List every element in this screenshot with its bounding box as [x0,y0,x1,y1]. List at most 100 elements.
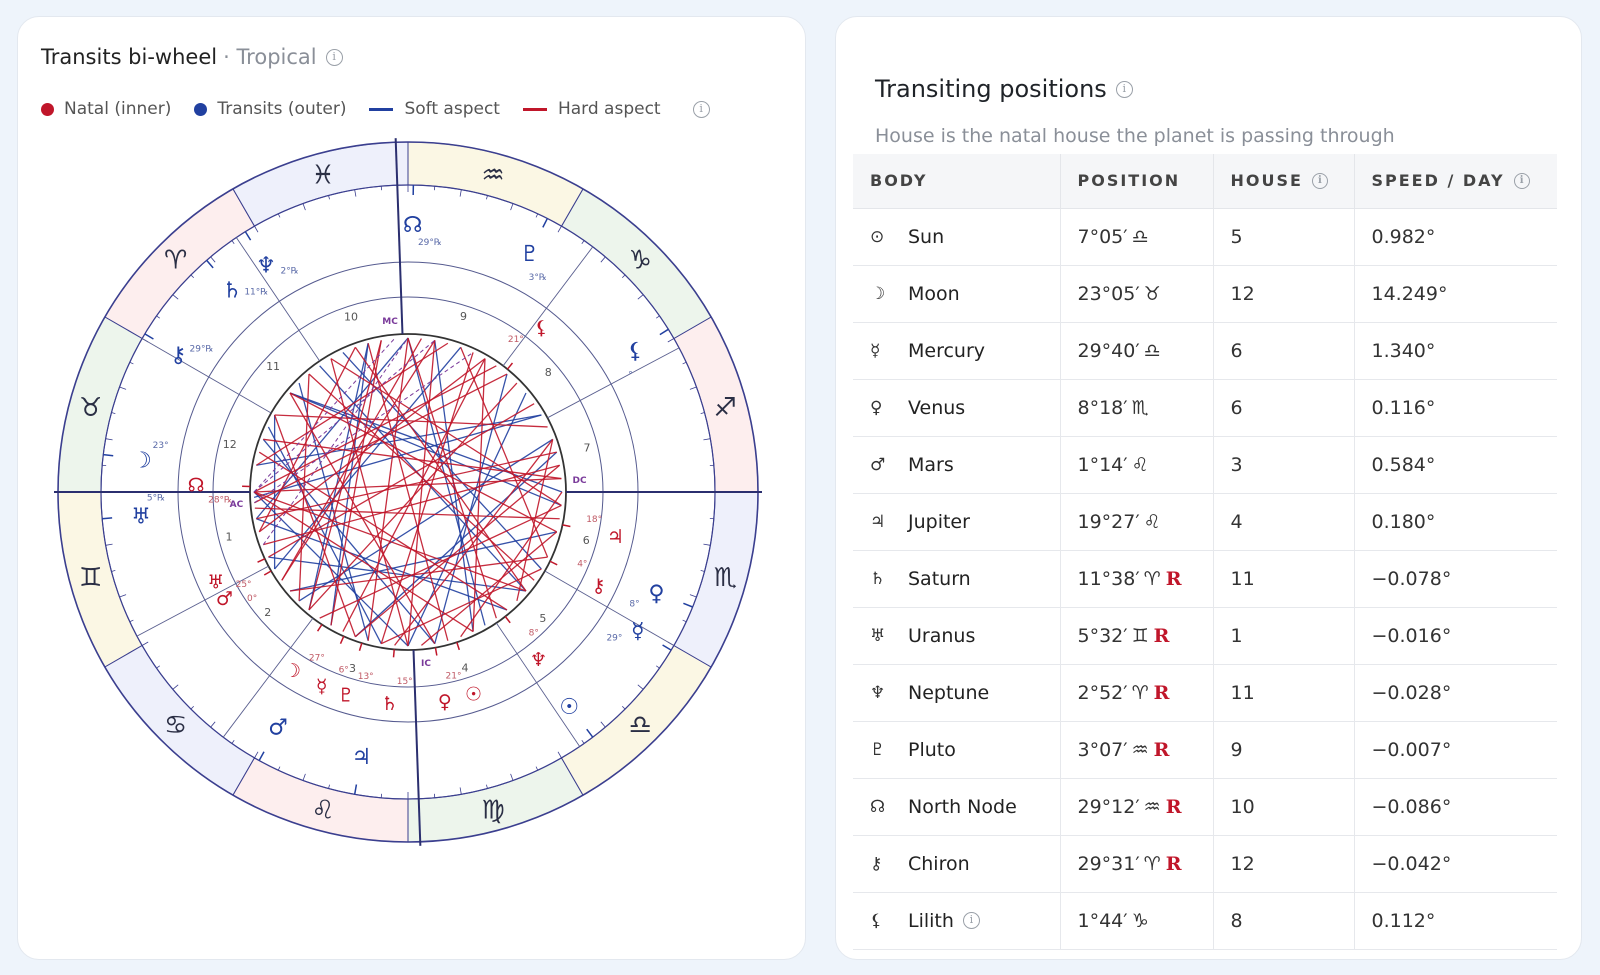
transit-degree-label: 23° [153,441,169,451]
degree-tick [172,684,179,690]
house-value: 12 [1230,852,1255,875]
natal-marker [504,616,511,624]
table-row: ♂ Mars 1°14′ ♌ 3 0.584° [853,436,1557,494]
transit-marker [103,453,114,457]
house-info-icon[interactable]: i [1311,172,1328,189]
angle-label: IC [421,659,431,669]
house-cusp-line [544,570,675,646]
hard-aspect-line [263,438,562,480]
natal-marker [263,570,272,576]
planet-glyph-icon: ⊙ [870,226,885,247]
positions-subtitle: House is the natal house the planet is p… [875,125,1395,147]
table-row: ⚷ Chiron 29°31′ ♈ R 12 −0.042° [853,835,1557,893]
house-value: 3 [1230,453,1243,476]
natal-planet-icon: ⚷ [592,575,606,597]
house-cusp-line [394,138,404,335]
house-number: 9 [460,310,467,323]
cell-speed: −0.016° [1354,607,1557,665]
wheel-header: Transits bi-wheel · Tropical i [41,45,343,69]
hard-aspect-line [258,346,356,533]
degree-tick [600,721,606,728]
positions-title-row: Transiting positions i [875,75,1133,103]
transit-marker [542,218,549,228]
retrograde-badge: R [1165,852,1182,875]
cell-speed: −0.028° [1354,664,1557,722]
cell-body: ♂ Mars [853,436,1061,494]
speed-info-icon[interactable]: i [1513,172,1530,189]
body-name: Lilith [908,909,954,932]
positions-info-icon[interactable]: i [1115,80,1133,98]
table-header-row: BODY POSITION HOUSE i SPEED / DAY i [853,154,1557,209]
house-value: 11 [1230,567,1255,590]
hard-aspect-line [330,358,409,647]
legend-soft: Soft aspect [369,99,500,119]
cell-house: 12 [1213,835,1355,893]
soft-aspect-line [268,556,527,592]
planet-glyph-icon: ♇ [870,739,886,760]
cell-body: ⊙ Sun [853,208,1061,266]
hard-aspect-line [354,464,561,638]
lilith-info-icon[interactable]: i [962,912,980,929]
angle-label: MC [382,317,398,327]
retrograde-badge: R [1165,567,1182,590]
angle-aspect-line [253,339,436,493]
legend-hard: Hard aspect [522,99,661,119]
cell-house: 12 [1213,265,1355,323]
natal-degree-label: 21° [508,335,524,345]
cell-speed: 0.180° [1354,493,1557,551]
sign-glyph-icon: ♑ [1131,909,1149,932]
natal-marker [257,558,266,563]
cell-position: 23°05′ ♉ [1060,265,1214,323]
cell-body: ⚷ Chiron [853,835,1061,893]
hard-aspect-line [289,556,548,592]
biwheel-chart: ♈♉♊♋♌ ♍♎♏♐♑♒♓123 456789101112ACMCDCIC☊29°℞… [54,138,762,846]
degree-tick [111,412,116,414]
legend-info-icon[interactable]: i [692,100,710,118]
house-value: 12 [1230,282,1255,305]
natal-degree-label: 4° [577,559,587,569]
cell-house: 6 [1213,322,1355,380]
degree-tick [105,543,113,546]
natal-degree-label: 8° [529,629,539,639]
position-degree: 29°12′ [1077,795,1140,818]
table-row: ♄ Saturn 11°38′ ♈ R 11 −0.078° [853,550,1557,608]
house-number: 4 [462,661,469,674]
degree-tick [621,705,626,710]
cell-position: 29°31′ ♈ R [1060,835,1214,893]
natal-marker [358,642,363,651]
sign-glyph-icon: ♈ [1131,681,1149,704]
legend-transits-label: Transits (outer) [217,99,347,119]
sign-glyph-icon: ♌ [1143,510,1161,533]
info-icon[interactable]: i [325,48,343,66]
position-degree: 19°27′ [1077,510,1140,533]
red-line-icon [522,107,547,111]
cell-body: ☊ North Node [853,778,1061,836]
table-row: ☽ Moon 23°05′ ♉ 12 14.249° [853,265,1557,323]
retrograde-badge: R [1165,795,1182,818]
house-number: 10 [344,311,358,324]
biwheel-card: Transits bi-wheel · Tropical i Natal (in… [17,16,806,960]
positions-table: BODY POSITION HOUSE i SPEED / DAY i ⊙ Sun 7°… [853,154,1557,950]
col-position: POSITION [1060,154,1214,209]
natal-degree-label: 27° [309,653,325,663]
house-number: 1 [225,531,232,544]
transit-planet-icon: ♄ [222,279,242,304]
cell-position: 11°38′ ♈ R [1060,550,1214,608]
sign-glyph-icon: ♊ [1131,624,1149,647]
degree-tick [655,665,660,669]
transit-degree-label: 3°℞ [529,273,547,283]
natal-degree-label: 13° [358,672,374,682]
transit-planet-icon: ⚷ [170,343,186,368]
degree-tick [210,256,216,263]
planet-glyph-icon: ♂ [870,454,886,475]
speed-value: 0.116° [1371,396,1436,419]
soft-aspect-line [434,373,508,644]
speed-value: 0.584° [1371,453,1436,476]
soft-aspect-line [256,518,508,611]
angle-label: AC [230,500,244,510]
blue-line-icon [369,107,394,111]
retrograde-badge: R [1153,738,1170,761]
col-speed: SPEED / DAY i [1354,154,1557,209]
wheel-legend: Natal (inner) Transits (outer) Soft aspe… [41,99,710,119]
hard-aspect-line [354,346,527,592]
